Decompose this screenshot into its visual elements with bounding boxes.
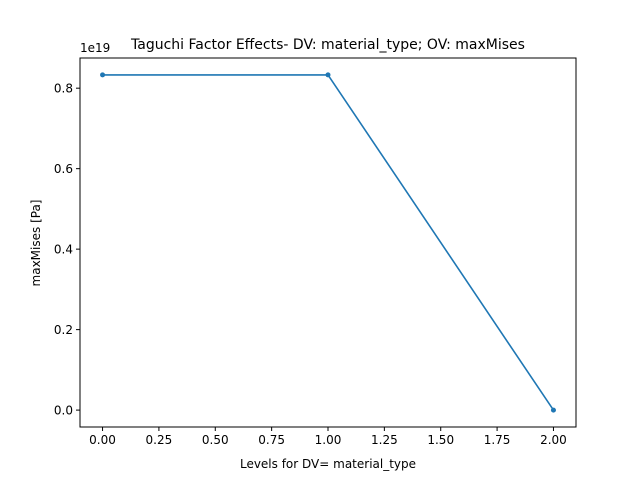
- x-tick-label: 0.25: [146, 433, 173, 447]
- y-tick-label: 0.0: [54, 404, 73, 418]
- y-tick-label: 0.2: [54, 323, 73, 337]
- x-tick-label: 1.25: [371, 433, 398, 447]
- x-tick-label: 2.00: [540, 433, 567, 447]
- axes-frame: [79, 57, 577, 428]
- x-tick-label: 0.75: [258, 433, 285, 447]
- y-tick-label: 0.6: [54, 162, 73, 176]
- x-tick-label: 1.00: [315, 433, 342, 447]
- y-axis-ticks: 0.0 0.2 0.4 0.6 0.8: [54, 82, 80, 418]
- x-tick-label: 1.50: [427, 433, 454, 447]
- data-point: [550, 407, 556, 413]
- plot-area: [80, 58, 576, 427]
- y-offset-text: 1e19: [80, 41, 110, 55]
- y-axis-label: maxMises [Pa]: [29, 200, 43, 287]
- x-tick-label: 0.00: [89, 433, 116, 447]
- data-point: [100, 72, 106, 78]
- x-tick-label: 0.50: [202, 433, 229, 447]
- x-axis-label: Levels for DV= material_type: [240, 457, 416, 471]
- series-group: [100, 72, 556, 413]
- data-point: [325, 72, 331, 78]
- x-tick-label: 1.75: [484, 433, 511, 447]
- x-axis-ticks: 0.00 0.25 0.50 0.75 1.00 1.25 1.50 1.75 2.00: [89, 427, 567, 447]
- y-tick-label: 0.4: [54, 243, 73, 257]
- y-tick-label: 0.8: [54, 82, 73, 96]
- chart-title: Taguchi Factor Effects- DV: material_typ…: [130, 37, 525, 53]
